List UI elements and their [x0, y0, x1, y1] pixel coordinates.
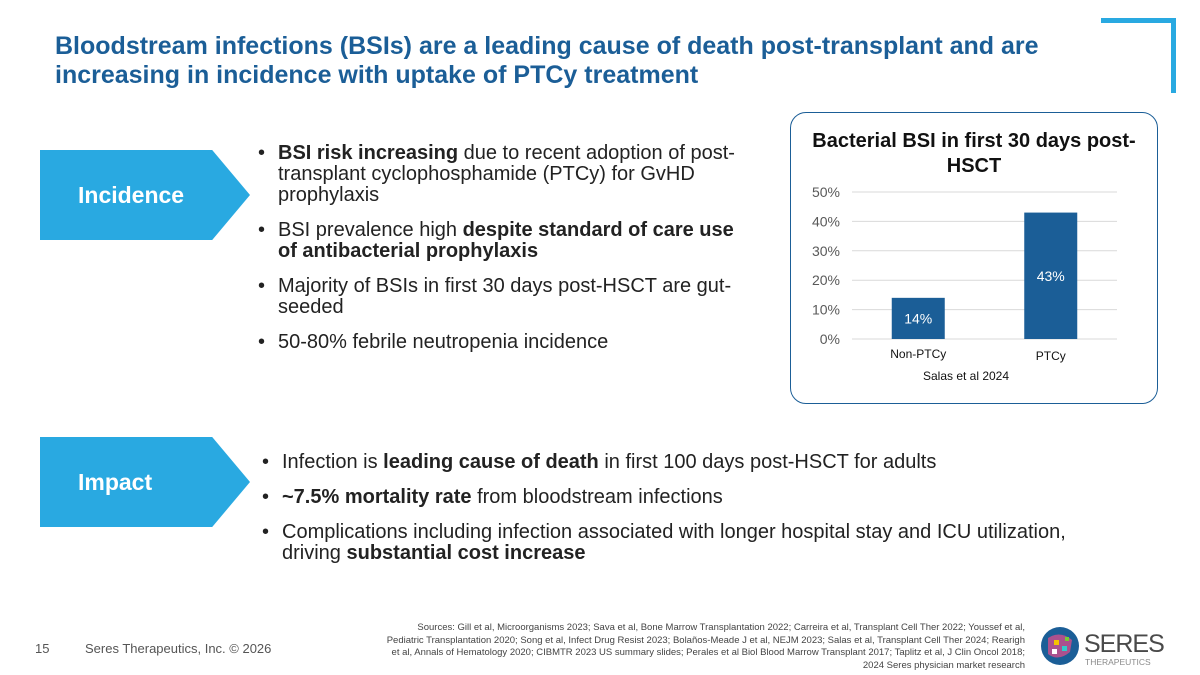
- bold-text: BSI risk increasing: [278, 142, 459, 164]
- y-tick-label: 0%: [820, 331, 840, 347]
- incidence-bullets: BSI risk increasing due to recent adopti…: [256, 143, 751, 367]
- bullet-item: Complications including infection associ…: [260, 522, 1080, 564]
- sources: Sources: Gill et al, Microorganisms 2023…: [386, 622, 1025, 671]
- chart-source: Salas et al 2024: [923, 369, 1009, 383]
- text: Infection is: [282, 451, 384, 473]
- text: due to recent adoption of post-transplan…: [278, 142, 735, 206]
- x-tick-label: PTCy: [1036, 349, 1066, 363]
- bullet-item: BSI prevalence high despite standard of …: [256, 220, 751, 262]
- y-tick-label: 20%: [812, 272, 840, 288]
- text: from bloodstream infections: [471, 486, 723, 508]
- data-label: 14%: [904, 310, 932, 326]
- y-tick-label: 30%: [812, 243, 840, 259]
- chart-title: Bacterial BSI in first 30 days post-HSCT: [812, 130, 1136, 177]
- page-number: 15: [35, 641, 50, 656]
- text: BSI prevalence high: [278, 219, 463, 241]
- slide-title: Bloodstream infections (BSIs) are a lead…: [55, 32, 1039, 89]
- bar-ptcy: [1024, 212, 1078, 339]
- bold-text: ~7.5% mortality rate: [282, 486, 472, 508]
- incidence-label: Incidence: [40, 150, 250, 240]
- chart-panel: Bacterial BSI in first 30 days post-HSCT: [790, 112, 1158, 404]
- bar-chart: 0% 10% 20% 30% 40% 50% 14% Non-PTCy 43% PTCy Salas…: [812, 184, 1117, 383]
- impact-bullets: Infection is leading cause of death in f…: [260, 452, 1080, 578]
- svg-text:SERES: SERES: [1084, 630, 1164, 658]
- bold-text: despite standard of care use of antibact…: [278, 219, 734, 262]
- svg-text:THERAPEUTICS: THERAPEUTICS: [1085, 657, 1151, 667]
- text: in first 100 days post-HSCT for adults: [598, 451, 937, 473]
- bold-text: substantial cost increase: [346, 542, 586, 564]
- corner-accent: [1101, 18, 1176, 93]
- bar-non-ptcy: [891, 297, 945, 339]
- text: Complications including infection associ…: [282, 521, 1066, 564]
- x-tick-label: Non-PTCy: [890, 347, 946, 361]
- seres-logo: SERES THERAPEUTICS: [1040, 622, 1190, 670]
- y-tick-label: 50%: [812, 184, 840, 200]
- copyright: Seres Therapeutics, Inc. © 2026: [85, 641, 272, 656]
- bold-text: leading cause of death: [383, 451, 599, 473]
- data-label: 43%: [1037, 268, 1065, 284]
- impact-label: Impact: [40, 437, 250, 527]
- y-tick-label: 10%: [812, 302, 840, 318]
- bullet-item: BSI risk increasing due to recent adopti…: [256, 143, 751, 206]
- bullet-item: Infection is leading cause of death in f…: [260, 451, 1080, 474]
- y-tick-label: 40%: [812, 213, 840, 229]
- text: 50-80% febrile neutropenia incidence: [278, 331, 609, 353]
- bullet-item: ~7.5% mortality rate from bloodstream in…: [260, 486, 1080, 509]
- bullet-item: Majority of BSIs in first 30 days post-H…: [256, 276, 751, 318]
- text: Majority of BSIs in first 30 days post-H…: [278, 275, 732, 318]
- bullet-item: 50-80% febrile neutropenia incidence: [256, 331, 751, 354]
